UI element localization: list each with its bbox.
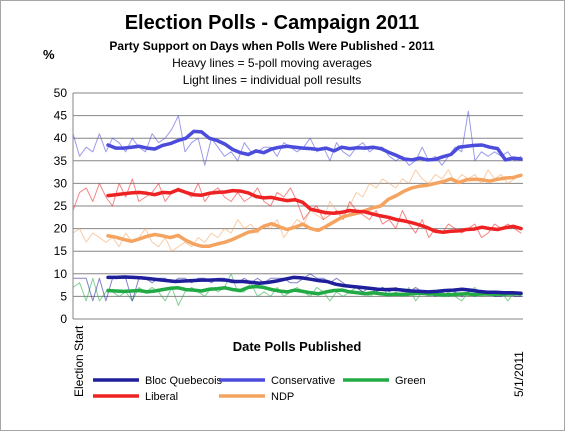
x-axis-title: Date Polls Published	[233, 339, 362, 354]
legend-label-bloc-quebecois: Bloc Quebecois	[145, 375, 223, 387]
y-tick-label: 50	[54, 86, 68, 100]
chart-subtitle: Party Support on Days when Polls Were Pu…	[109, 39, 435, 53]
ndp-average-line	[106, 173, 523, 248]
y-tick-label: 40	[54, 131, 68, 145]
liberal-average-line	[106, 187, 523, 234]
chart-note-light: Light lines = individual poll results	[183, 73, 361, 87]
conservative-average-line	[106, 129, 523, 162]
legend: Bloc Quebecois Conservative Green Liberal ND…	[93, 375, 426, 403]
ndp-poll-line	[72, 169, 522, 252]
y-tick-label: 15	[54, 244, 68, 258]
y-tick-label: 10	[54, 267, 68, 281]
y-tick-labels: 0 5 10 15 20 25 30 35 40 45 50	[54, 86, 68, 326]
y-tick-label: 25	[54, 199, 68, 213]
bloc-quebecois-average-line	[106, 275, 523, 295]
y-tick-label: 30	[54, 176, 68, 190]
chart-title: Election Polls - Campaign 2011	[125, 12, 420, 34]
gridlines	[73, 92, 523, 297]
x-end-label: 5/1/2011	[512, 351, 526, 397]
y-tick-label: 35	[54, 154, 68, 168]
y-axis-title: %	[43, 47, 55, 62]
legend-label-conservative: Conservative	[271, 375, 335, 387]
legend-label-liberal: Liberal	[145, 391, 178, 403]
y-tick-label: 45	[54, 109, 68, 123]
y-tick-label: 0	[60, 312, 67, 326]
chart-note-heavy: Heavy lines = 5-poll moving averages	[172, 56, 372, 70]
y-tick-label: 5	[60, 289, 67, 303]
legend-label-ndp: NDP	[271, 391, 294, 403]
x-start-label: Election Start	[72, 325, 86, 397]
y-tick-label: 20	[54, 222, 68, 236]
series-lines	[72, 110, 523, 306]
legend-label-green: Green	[395, 375, 426, 387]
conservative-poll-line	[72, 110, 522, 166]
green-average-line	[106, 284, 523, 297]
